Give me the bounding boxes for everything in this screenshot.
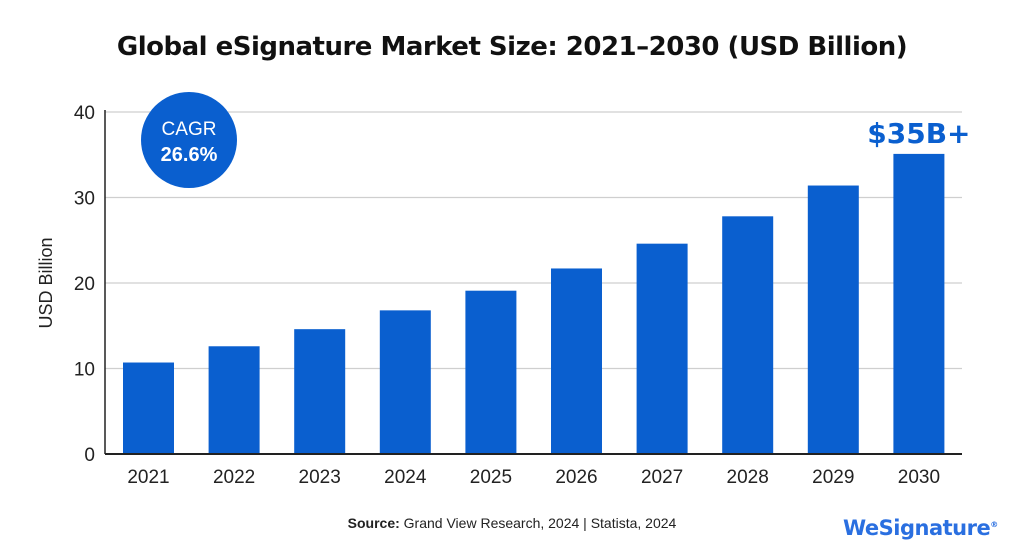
x-tick-label: 2022	[213, 467, 255, 488]
x-tick-label: 2030	[898, 467, 940, 488]
wesignature-logo: WeSignature®	[843, 516, 998, 540]
bar	[807, 185, 859, 454]
source-label: Source:	[347, 515, 400, 531]
last-bar-label: $35B+	[867, 117, 970, 150]
cagr-label: CAGR	[162, 119, 217, 140]
y-tick-label: 0	[84, 445, 95, 466]
bar	[636, 243, 688, 454]
bar	[208, 346, 260, 454]
x-tick-label: 2028	[727, 467, 769, 488]
registered-mark: ®	[990, 520, 998, 529]
x-tick-label: 2029	[812, 467, 854, 488]
y-tick-label: 30	[74, 189, 95, 210]
y-tick-label: 40	[74, 103, 95, 124]
x-tick-label: 2025	[470, 467, 512, 488]
cagr-value: 26.6%	[161, 144, 218, 166]
x-tick-label: 2023	[299, 467, 341, 488]
source-text: Grand View Research, 2024 | Statista, 20…	[399, 515, 677, 531]
x-tick-label: 2021	[127, 467, 169, 488]
x-tick-label: 2027	[641, 467, 683, 488]
y-tick-label: 20	[74, 274, 95, 295]
bar	[123, 362, 174, 454]
chart-title: Global eSignature Market Size: 2021–2030…	[116, 32, 908, 62]
y-axis-label: USD Billion	[36, 237, 56, 328]
logo-text: WeSignature	[843, 516, 991, 540]
x-tick-label: 2024	[384, 467, 427, 488]
bar	[294, 329, 346, 454]
source-note: Source: Grand View Research, 2024 | Stat…	[0, 515, 1024, 531]
bar	[379, 310, 431, 454]
x-tick-label: 2026	[555, 467, 597, 488]
bar	[465, 290, 517, 454]
bar	[893, 153, 945, 454]
cagr-badge	[141, 92, 237, 188]
bar	[551, 268, 602, 454]
bar	[722, 216, 774, 454]
y-tick-label: 10	[74, 360, 95, 381]
